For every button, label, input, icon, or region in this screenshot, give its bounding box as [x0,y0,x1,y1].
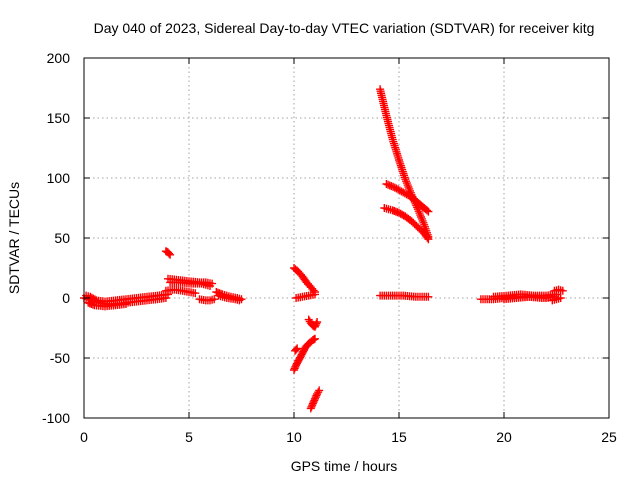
y-tick-label: 150 [47,110,71,126]
data-point [315,386,324,395]
data-point [405,184,414,193]
y-tick-label: 200 [47,50,71,66]
y-tick-label: 100 [47,170,71,186]
data-point [206,282,214,290]
data-point [424,292,433,301]
data-point [558,286,567,295]
data-point [314,388,323,397]
data-point [417,214,426,223]
data-point [235,296,244,305]
data-point [403,181,412,190]
y-tick-label: -100 [42,410,70,426]
data-point [419,218,428,227]
x-tick-label: 0 [80,429,88,445]
data-point [401,175,410,184]
data-point [311,290,319,299]
data-point [415,209,424,218]
data-point [416,211,425,220]
x-tick-label: 15 [391,429,407,445]
data-point [293,344,302,353]
data-point [556,294,565,302]
data-point [423,206,431,215]
x-tick-label: 20 [496,429,512,445]
data-point [210,295,219,304]
data-point [402,177,411,186]
data-point [292,345,301,354]
y-tick-label: 0 [62,290,70,306]
data-point [122,300,130,308]
data-point [424,207,433,216]
data-point [414,207,423,216]
y-tick-label: -50 [50,350,70,366]
y-axis-label: SDTVAR / TECUs [6,182,22,294]
data-point [404,183,413,191]
data-point [423,233,432,242]
data-point [417,213,426,221]
y-tick-label: 50 [54,230,70,246]
data-point [313,318,322,326]
data-point [166,250,175,259]
tick-labels: 0 5 10 15 20 25 -100 -50 0 50 100 150 200 [42,50,617,445]
axis-ticks [83,57,610,419]
data-point [165,249,174,258]
x-tick-label: 25 [601,429,617,445]
data-point [191,289,200,298]
x-tick-label: 5 [185,429,193,445]
x-tick-label: 10 [286,429,302,445]
data-point [424,235,433,244]
data-point [418,216,427,225]
data-point [402,179,411,188]
chart-title: Day 040 of 2023, Sidereal Day-to-day VTE… [94,20,595,36]
data-point [311,334,319,343]
data-markers [80,85,567,413]
x-axis-label: GPS time / hours [291,458,398,474]
